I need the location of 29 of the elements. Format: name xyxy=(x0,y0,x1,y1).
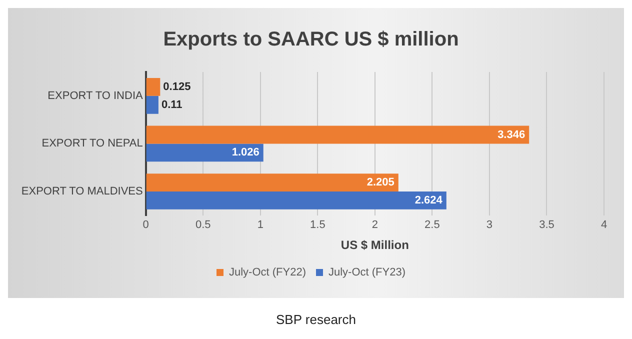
y-tick-label: EXPORT TO NEPAL xyxy=(42,138,143,150)
legend-label: July-Oct (FY23) xyxy=(328,266,406,279)
data-label: 2.205 xyxy=(366,176,394,189)
bar xyxy=(146,174,398,192)
x-tick-label: 1.5 xyxy=(310,219,326,232)
y-tick-label: EXPORT TO MALDIVES xyxy=(21,186,143,198)
y-tick-label: EXPORT TO INDIA xyxy=(48,90,144,102)
x-axis-title: US $ Million xyxy=(340,238,409,252)
legend-label: July-Oct (FY22) xyxy=(228,266,306,279)
x-tick-label: 2 xyxy=(372,219,378,232)
data-label: 0.11 xyxy=(161,98,182,111)
x-tick-label: 4 xyxy=(600,219,608,232)
text: SBP research xyxy=(275,312,357,327)
data-label: 1.026 xyxy=(232,146,260,159)
data-label: 3.346 xyxy=(498,128,526,141)
x-tick-label: 0 xyxy=(142,219,149,232)
bar xyxy=(146,126,530,144)
bar xyxy=(146,144,264,162)
x-tick-label: 3.5 xyxy=(539,219,554,232)
bar xyxy=(146,96,158,114)
x-tick-label: 1 xyxy=(257,219,264,232)
x-tick-label: 2.5 xyxy=(424,219,440,232)
data-label: 2.624 xyxy=(414,194,444,206)
x-tick-label: 0.5 xyxy=(195,219,211,232)
bar xyxy=(146,78,160,96)
chart-title: Exports to SAARC US $ million xyxy=(163,28,459,51)
bar xyxy=(146,192,446,210)
x-tick-label: 3 xyxy=(486,219,493,232)
data-label: 0.125 xyxy=(163,80,191,93)
